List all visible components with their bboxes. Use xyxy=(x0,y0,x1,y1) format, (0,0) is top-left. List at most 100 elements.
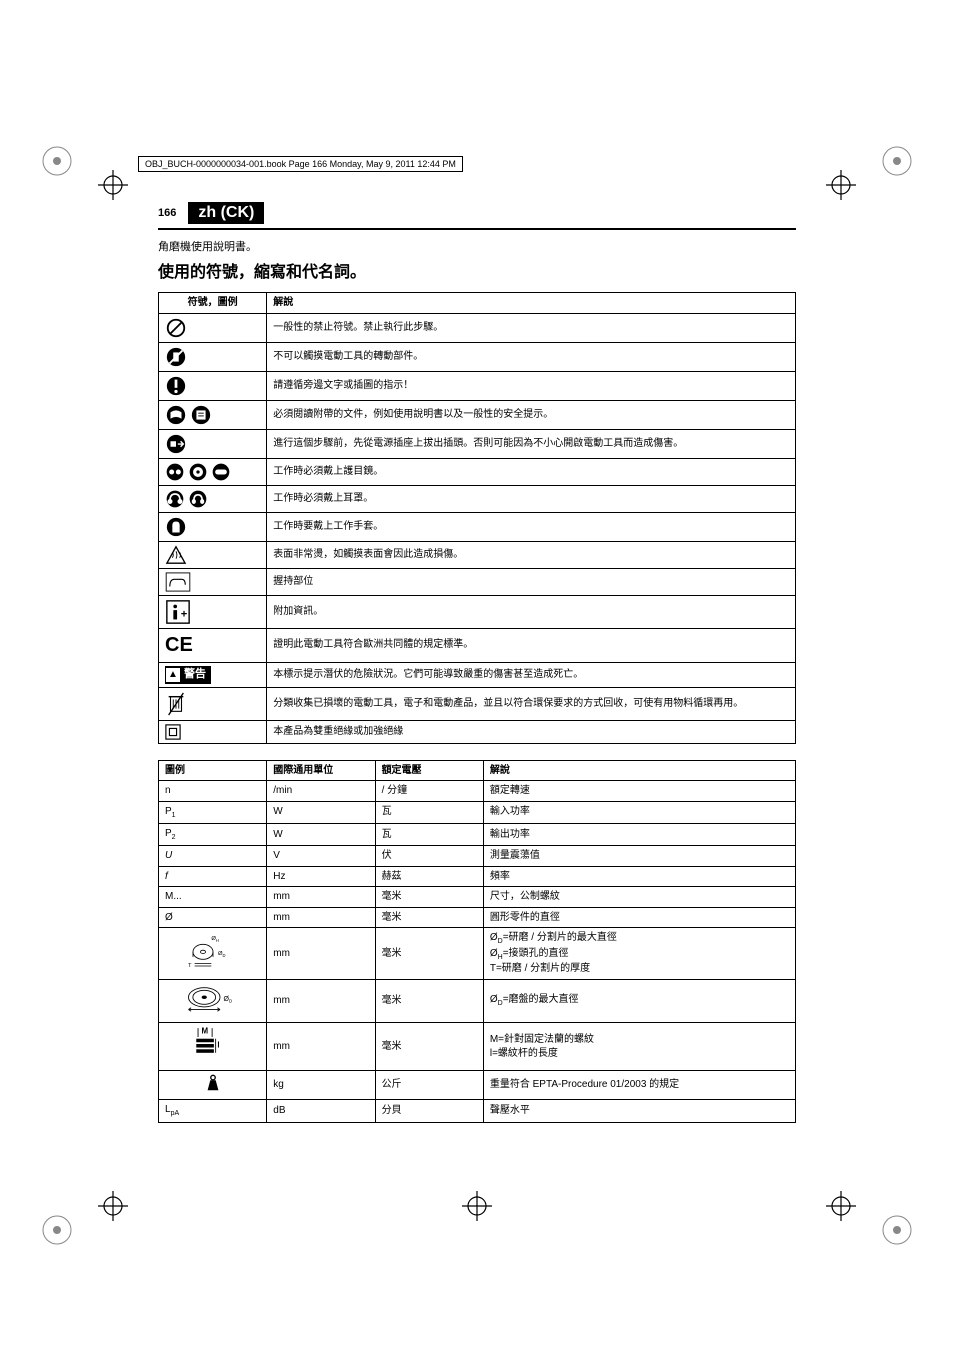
table-row: f Hz 赫茲 頻率 xyxy=(159,866,796,887)
col-header: 解說 xyxy=(483,760,795,781)
cell: ØD=研磨 / 分割片的最大直徑ØH=接頭孔的直徑T=研磨 / 分割片的厚度 xyxy=(483,928,795,979)
no-touch-icon xyxy=(165,351,187,362)
book-icon xyxy=(190,409,212,420)
unplug-icon xyxy=(165,438,187,449)
cell-desc: 工作時必須戴上耳罩。 xyxy=(267,485,796,512)
table-row: ØH ØD T mm 毫米 ØD=研磨 / 分割片的最大直徑ØH=接頭孔的直徑T… xyxy=(159,928,796,979)
cell: 毫米 xyxy=(375,979,483,1023)
symbols-table: 符號，圖例 解說 一般性的禁止符號。禁止執行此步驟。 不可以觸摸電動工具的轉動部… xyxy=(158,292,796,744)
table-row: 請遵循旁邊文字或插圖的指示！ xyxy=(159,371,796,400)
cell: mm xyxy=(267,887,375,908)
cell-desc: 附加資訊。 xyxy=(267,595,796,628)
cell: 重量符合 EPTA-Procedure 01/2003 的規定 xyxy=(483,1070,795,1100)
cell-desc: 握持部位 xyxy=(267,568,796,595)
cell: n xyxy=(159,781,267,802)
page-header: 166 zh (CK) xyxy=(158,202,796,224)
cell: / 分鐘 xyxy=(375,781,483,802)
read-manual-icon xyxy=(165,409,187,420)
cell-desc: 工作時要戴上工作手套。 xyxy=(267,512,796,541)
section-title: 使用的符號，縮寫和代名詞。 xyxy=(158,258,796,282)
cell: mm xyxy=(267,979,375,1023)
cell: Ø xyxy=(159,907,267,928)
table-row: ØD mm 毫米 ØD=磨盤的最大直徑 xyxy=(159,979,796,1023)
cell-desc: 本產品為雙重絕緣或加強絕緣 xyxy=(267,720,796,743)
table-row: LpA dB 分貝 聲壓水平 xyxy=(159,1100,796,1122)
cell: mm xyxy=(267,907,375,928)
table-row: M l mm 毫米 M=針對固定法蘭的螺紋l=螺紋杆的長度 xyxy=(159,1023,796,1071)
double-insulation-icon xyxy=(165,726,181,737)
cell: mm xyxy=(267,1023,375,1071)
cup-diagram-icon: ØD xyxy=(159,979,267,1023)
cell: ØD=磨盤的最大直徑 xyxy=(483,979,795,1023)
crosshair-icon xyxy=(816,1181,866,1231)
cell: 尺寸，公制螺紋 xyxy=(483,887,795,908)
table-row: 一般性的禁止符號。禁止執行此步驟。 xyxy=(159,313,796,342)
info-icon: + xyxy=(165,606,191,617)
cell: 輸出功率 xyxy=(483,823,795,845)
table-row: P2 W 瓦 輸出功率 xyxy=(159,823,796,845)
cell: 測量震蕩值 xyxy=(483,846,795,867)
cell: /min xyxy=(267,781,375,802)
reg-mark-icon xyxy=(32,136,82,186)
table-row: 不可以觸摸電動工具的轉動部件。 xyxy=(159,342,796,371)
table-row: 工作時必須戴上耳罩。 xyxy=(159,485,796,512)
cell: V xyxy=(267,846,375,867)
col-header-symbol: 符號，圖例 xyxy=(159,293,267,314)
table-row: 進行這個步驟前，先從電源插座上拔出插頭。否則可能因為不小心開啟電動工具而造成傷害… xyxy=(159,429,796,458)
table-row: 必須閱讀附帶的文件，例如使用說明書以及一般性的安全提示。 xyxy=(159,400,796,429)
cell: mm xyxy=(267,928,375,979)
table-row: M... mm 毫米 尺寸，公制螺紋 xyxy=(159,887,796,908)
cell-desc: 進行這個步驟前，先從電源插座上拔出插頭。否則可能因為不小心開啟電動工具而造成傷害… xyxy=(267,429,796,458)
language-badge: zh (CK) xyxy=(188,202,264,224)
table-row: n /min / 分鐘 額定轉速 xyxy=(159,781,796,802)
col-header: 圖例 xyxy=(159,760,267,781)
svg-text:ØD: ØD xyxy=(223,996,232,1004)
cell: Hz xyxy=(267,866,375,887)
page-number: 166 xyxy=(158,207,176,219)
svg-text:T: T xyxy=(188,963,192,969)
cell: 額定轉速 xyxy=(483,781,795,802)
ear-protection-icon xyxy=(188,493,208,504)
crosshair-icon xyxy=(88,1181,138,1231)
cell: 公斤 xyxy=(375,1070,483,1100)
cell: 聲壓水平 xyxy=(483,1100,795,1122)
reg-mark-icon xyxy=(872,1205,922,1255)
cell-desc: 不可以觸摸電動工具的轉動部件。 xyxy=(267,342,796,371)
disc-diagram-icon: ØH ØD T xyxy=(159,928,267,979)
gloves-icon xyxy=(165,521,187,532)
goggles-icon xyxy=(211,466,231,477)
goggles-icon xyxy=(188,466,208,477)
svg-text:l: l xyxy=(217,1041,219,1050)
table-row: U V 伏 測量震蕩值 xyxy=(159,846,796,867)
cell: W xyxy=(267,801,375,823)
cell: 毫米 xyxy=(375,887,483,908)
table-row: 分類收集已損壞的電動工具，電子和電動產品，並且以符合環保要求的方式回收，可使有用… xyxy=(159,687,796,720)
cell: P2 xyxy=(159,823,267,845)
cell: dB xyxy=(267,1100,375,1122)
svg-text:ØH: ØH xyxy=(211,936,219,943)
col-header: 國際通用單位 xyxy=(267,760,375,781)
crosshair-icon xyxy=(88,160,138,210)
cell: U xyxy=(159,846,267,867)
cell: M... xyxy=(159,887,267,908)
table-row: 本產品為雙重絕緣或加強絕緣 xyxy=(159,720,796,743)
table-row: + 附加資訊。 xyxy=(159,595,796,628)
table-row: 工作時必須戴上護目鏡。 xyxy=(159,458,796,485)
ear-protection-icon xyxy=(165,493,185,504)
recycle-icon xyxy=(165,698,187,709)
cell-desc: 一般性的禁止符號。禁止執行此步驟。 xyxy=(267,313,796,342)
warning-label: 警告 xyxy=(184,667,206,682)
crosshair-icon xyxy=(452,1181,502,1231)
table-row: P1 W 瓦 輸入功率 xyxy=(159,801,796,823)
hot-surface-icon xyxy=(165,549,187,560)
cell: 圓形零件的直徑 xyxy=(483,907,795,928)
cell-desc: 工作時必須戴上護目鏡。 xyxy=(267,458,796,485)
cell: 赫茲 xyxy=(375,866,483,887)
cell-desc: 本標示提示潛伏的危險狀況。它們可能導致嚴重的傷害甚至造成死亡。 xyxy=(267,662,796,687)
cell: W xyxy=(267,823,375,845)
thread-diagram-icon: M l xyxy=(159,1023,267,1071)
svg-text:M: M xyxy=(201,1027,208,1036)
warning-triangle-icon: ▲ xyxy=(166,668,180,682)
cell: 分貝 xyxy=(375,1100,483,1122)
cell: LpA xyxy=(159,1100,267,1122)
